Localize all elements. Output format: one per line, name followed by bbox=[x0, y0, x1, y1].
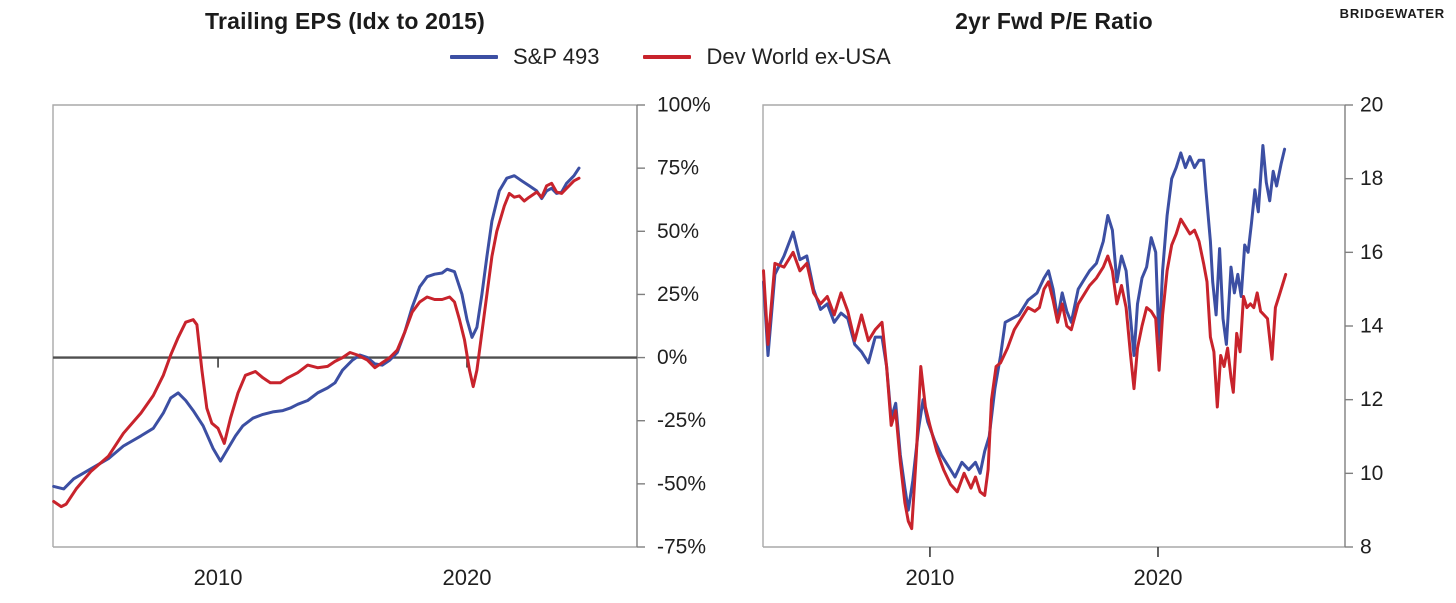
svg-text:0%: 0% bbox=[657, 346, 687, 369]
svg-text:2020: 2020 bbox=[443, 565, 492, 590]
chart-1: 20 18 16 14 12 10 8 2010 2020 bbox=[762, 94, 1384, 590]
svg-text:-25%: -25% bbox=[657, 409, 706, 432]
svg-text:2010: 2010 bbox=[905, 565, 954, 590]
svg-text:14: 14 bbox=[1360, 315, 1384, 338]
svg-text:75%: 75% bbox=[657, 157, 699, 180]
left-chart-title: Trailing EPS (Idx to 2015) bbox=[205, 8, 485, 34]
svg-text:12: 12 bbox=[1360, 388, 1383, 411]
series-line-sp493 bbox=[52, 166, 581, 491]
legend-label-sp493: S&P 493 bbox=[513, 44, 600, 69]
svg-text:50%: 50% bbox=[657, 220, 699, 243]
chart-0: 100% 75% 50% 25% 0% -25% -50% -75% 2010 2020 bbox=[52, 94, 711, 590]
svg-text:100%: 100% bbox=[657, 94, 711, 117]
svg-text:20: 20 bbox=[1360, 94, 1383, 117]
devworld-line-swatch bbox=[643, 55, 692, 59]
legend-item-sp493: S&P 493 bbox=[450, 44, 599, 70]
svg-text:18: 18 bbox=[1360, 167, 1383, 190]
svg-text:25%: 25% bbox=[657, 283, 699, 306]
svg-text:10: 10 bbox=[1360, 462, 1383, 485]
svg-text:16: 16 bbox=[1360, 241, 1383, 264]
series-line-devworld bbox=[52, 176, 581, 509]
svg-text:2010: 2010 bbox=[194, 565, 243, 590]
bridgewater-logo: BRIDGEWATER bbox=[1339, 6, 1445, 21]
right-chart-title: 2yr Fwd P/E Ratio bbox=[955, 8, 1153, 34]
svg-text:2020: 2020 bbox=[1134, 565, 1183, 590]
svg-text:-75%: -75% bbox=[657, 536, 706, 559]
series-line-sp493 bbox=[762, 144, 1287, 512]
legend-label-devworld: Dev World ex-USA bbox=[706, 44, 891, 69]
svg-text:8: 8 bbox=[1360, 536, 1372, 559]
legend-item-devworld: Dev World ex-USA bbox=[643, 44, 891, 70]
legend: S&P 493 Dev World ex-USA bbox=[450, 44, 891, 70]
series-line-devworld bbox=[762, 217, 1288, 531]
sp493-line-swatch bbox=[450, 55, 498, 59]
svg-text:-50%: -50% bbox=[657, 472, 706, 495]
